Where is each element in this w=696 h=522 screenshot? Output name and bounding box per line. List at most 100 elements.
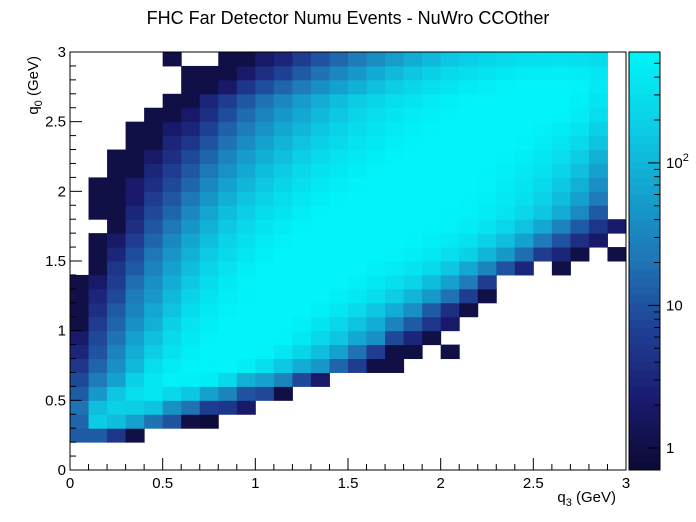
heatmap-cell <box>107 233 127 248</box>
heatmap-cell <box>459 288 479 304</box>
color-scale-swatch <box>629 110 660 120</box>
heatmap-cell <box>329 344 349 360</box>
heatmap-cell <box>348 274 368 290</box>
heatmap-cell <box>310 261 330 276</box>
heatmap-cell <box>366 79 386 95</box>
heatmap-cell <box>255 316 275 332</box>
heatmap-cell <box>385 316 405 332</box>
color-scale-swatch <box>629 453 660 463</box>
heatmap-cell <box>422 135 442 151</box>
color-scale-swatch <box>629 428 660 438</box>
heatmap-cell <box>144 330 164 346</box>
heatmap-cell <box>366 288 386 304</box>
heatmap-cell <box>329 135 349 151</box>
z-tick-label: 10 <box>666 297 683 314</box>
color-scale-swatch <box>629 235 660 245</box>
heatmap-cell <box>70 358 90 373</box>
heatmap-cell <box>107 163 127 178</box>
heatmap-cell <box>440 191 460 206</box>
heatmap-cell <box>329 79 349 95</box>
heatmap-cell <box>385 344 405 360</box>
heatmap-cell <box>588 191 608 206</box>
heatmap-cell <box>125 121 145 137</box>
heatmap-cell <box>181 414 201 429</box>
heatmap-cell <box>588 79 608 95</box>
heatmap-cell <box>329 121 349 137</box>
color-scale-swatch <box>629 403 660 412</box>
heatmap-cell <box>199 330 219 346</box>
heatmap-cell <box>366 205 386 220</box>
heatmap-cell <box>403 163 423 178</box>
heatmap-cell <box>292 316 312 332</box>
heatmap-cell <box>144 400 164 415</box>
heatmap-cell <box>422 233 442 248</box>
heatmap-cell <box>348 65 368 81</box>
heatmap-cell <box>199 135 219 151</box>
y-tick-label: 1 <box>58 323 66 340</box>
heatmap-cell <box>588 219 608 234</box>
heatmap-cell <box>329 52 349 67</box>
heatmap-cell <box>514 205 534 220</box>
heatmap-cell <box>366 177 386 192</box>
heatmap-cell <box>329 358 349 373</box>
heatmap-cell <box>403 219 423 234</box>
heatmap-cell <box>551 163 571 178</box>
heatmap-cell <box>107 205 127 220</box>
heatmap-cell <box>514 261 534 276</box>
heatmap-cell <box>162 288 182 304</box>
heatmap-cell <box>310 205 330 220</box>
heatmap-cell <box>403 302 423 318</box>
heatmap-cell <box>88 400 108 415</box>
heatmap-cell <box>236 247 256 262</box>
heatmap-cell <box>496 177 516 192</box>
heatmap-cell <box>88 247 108 262</box>
heatmap-cell <box>366 274 386 290</box>
heatmap-cell <box>570 149 590 164</box>
heatmap-cell <box>88 358 108 373</box>
heatmap-cell <box>496 205 516 220</box>
heatmap-cell <box>181 205 201 220</box>
heatmap-cell <box>477 177 497 192</box>
heatmap-cell <box>144 344 164 360</box>
heatmap-cell <box>588 177 608 192</box>
y-tick-label: 2.5 <box>45 114 66 131</box>
z-tick-exponent: 2 <box>683 152 689 164</box>
heatmap-cell <box>199 107 219 123</box>
heatmap-cell <box>218 344 238 360</box>
heatmap-cell <box>329 205 349 220</box>
heatmap-cell <box>533 247 553 262</box>
heatmap-cell <box>514 65 534 81</box>
heatmap-cell <box>459 121 479 137</box>
heatmap-cell <box>459 302 479 318</box>
heatmap-cell <box>292 247 312 262</box>
heatmap-cell <box>403 191 423 206</box>
heatmap-cell <box>440 205 460 220</box>
x-axis-label: q3 (GeV) <box>557 489 616 509</box>
heatmap-cell <box>144 121 164 137</box>
color-scale-swatch <box>629 244 660 254</box>
heatmap-cell <box>422 205 442 220</box>
heatmap-cell <box>514 107 534 123</box>
heatmap-cell <box>144 274 164 290</box>
heatmap-cell <box>181 233 201 248</box>
heatmap-cell <box>218 191 238 206</box>
heatmap-cell <box>255 386 275 401</box>
heatmap-cell <box>125 163 145 178</box>
heatmap-cell <box>366 121 386 137</box>
heatmap-cell <box>459 149 479 164</box>
heatmap-cell <box>199 344 219 360</box>
heatmap-cell <box>385 358 405 373</box>
heatmap-cell <box>199 79 219 95</box>
heatmap-cell <box>348 233 368 248</box>
heatmap-cell <box>292 79 312 95</box>
heatmap-cell <box>422 107 442 123</box>
heatmap-cell <box>440 316 460 332</box>
heatmap-cell <box>403 121 423 137</box>
heatmap-cell <box>588 107 608 123</box>
heatmap-cell <box>181 163 201 178</box>
heatmap-cell <box>385 191 405 206</box>
heatmap-cell <box>162 261 182 276</box>
heatmap-cell <box>255 288 275 304</box>
color-scale-swatch <box>629 361 660 371</box>
heatmap-cell <box>125 330 145 346</box>
